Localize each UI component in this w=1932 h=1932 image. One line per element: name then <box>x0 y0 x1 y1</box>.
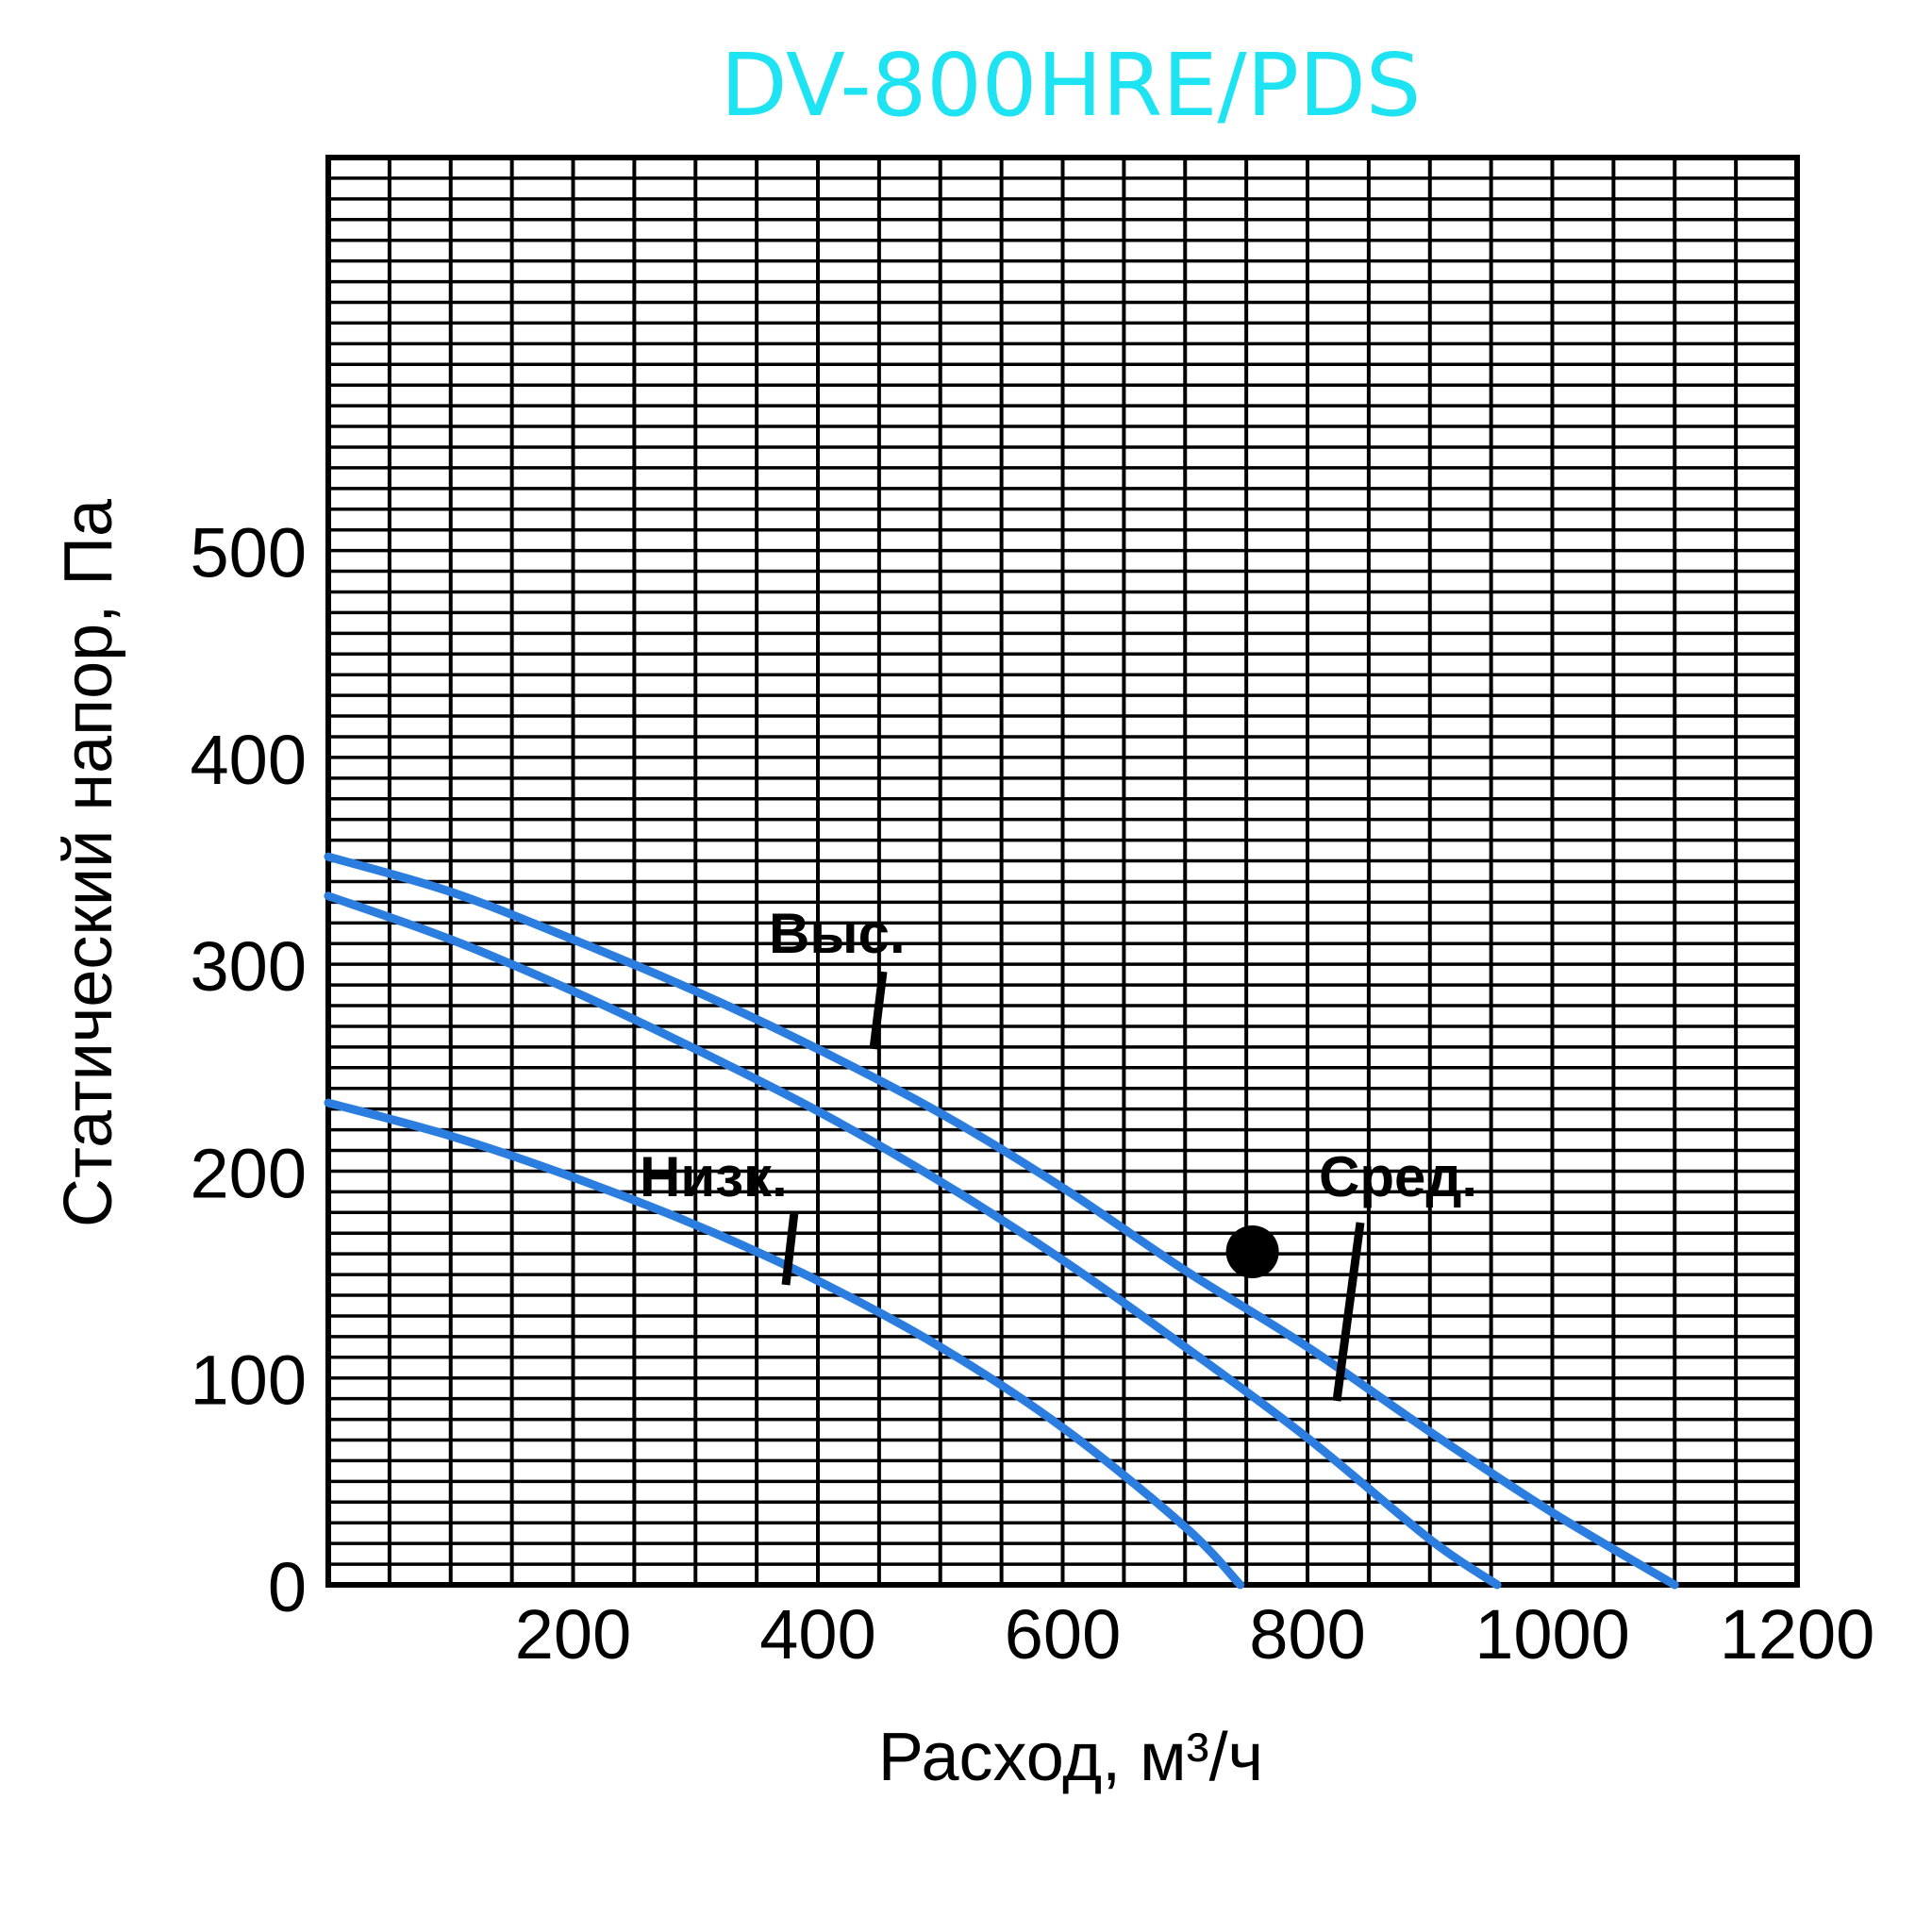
y-tick-label: 300 <box>191 927 307 1006</box>
x-tick-label: 400 <box>759 1595 875 1674</box>
curve-labels: Выс. Сред. Низк. <box>640 902 1477 1402</box>
leader-line-medium <box>1332 1222 1365 1402</box>
tick-labels: 200 400 600 800 1000 1200 0 100 200 300 400 500 <box>191 514 1875 1674</box>
leader-line-low <box>781 1211 799 1286</box>
chart-title: DV-800HRE/PDS <box>721 35 1422 136</box>
y-tick-label: 500 <box>191 514 307 592</box>
curve-high <box>324 852 1679 1590</box>
y-axis-label: Статический напор, Па <box>51 498 126 1227</box>
y-tick-label: 400 <box>191 721 307 799</box>
curve-low <box>324 1098 1245 1590</box>
x-tick-label: 1200 <box>1720 1595 1875 1674</box>
x-tick-label: 1000 <box>1474 1595 1630 1674</box>
curves <box>324 852 1679 1590</box>
y-tick-label: 200 <box>191 1134 307 1212</box>
curve-label-medium: Сред. <box>1319 1145 1477 1208</box>
x-tick-label: 600 <box>1005 1595 1121 1674</box>
plot-frame <box>325 155 1800 1588</box>
x-axis-label: Расход, м³/ч <box>878 1720 1263 1795</box>
y-tick-label: 100 <box>191 1341 307 1420</box>
curve-label-high: Выс. <box>769 902 906 965</box>
grid <box>325 155 1800 1588</box>
curve-label-low: Низк. <box>640 1145 788 1208</box>
curve-medium <box>324 891 1502 1590</box>
y-tick-label: 0 <box>268 1548 307 1626</box>
x-tick-label: 200 <box>515 1595 631 1674</box>
operating-point-marker <box>1225 1224 1279 1278</box>
leader-line-high <box>869 971 888 1050</box>
x-tick-label: 800 <box>1249 1595 1365 1674</box>
